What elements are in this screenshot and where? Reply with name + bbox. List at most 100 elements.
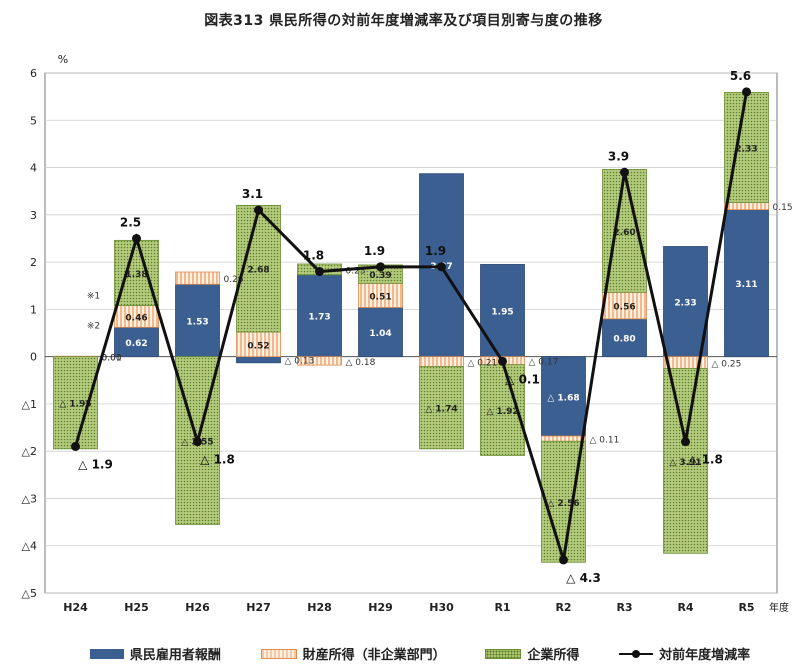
growth-rate-label: 1.9 — [425, 244, 446, 258]
bar-compensation — [297, 274, 342, 358]
label-compensation: 1.04 — [369, 329, 391, 339]
bar-compensation — [236, 356, 281, 364]
label-corporate-income: 2.33 — [735, 144, 757, 154]
growth-rate-label: 1.9 — [364, 244, 385, 258]
legend-label: 財産所得（非企業部門） — [302, 648, 446, 663]
growth-rate-line — [74, 91, 748, 561]
label-compensation: 1.95 — [491, 308, 513, 318]
legend-swatch-blue — [89, 648, 124, 659]
label-property-income: 0.15 — [773, 203, 793, 213]
bar-compensation — [663, 246, 708, 358]
y-tick-label: △1 — [22, 398, 37, 411]
x-tick-label: H26 — [185, 601, 210, 614]
bar-compensation — [175, 283, 220, 358]
y-tick-label: 6 — [30, 67, 37, 80]
label-compensation: 1.53 — [186, 317, 208, 327]
bar-property-income — [175, 271, 220, 285]
label-compensation: △ 1.68 — [547, 393, 579, 403]
y-tick-label: 4 — [30, 162, 37, 175]
bar-corporate-income — [419, 366, 464, 450]
growth-rate-label: △ 1.8 — [688, 453, 723, 467]
bar-compensation — [114, 326, 159, 358]
growth-rate-point — [437, 262, 446, 272]
y-unit-label: % — [58, 53, 68, 66]
x-tick-label: H25 — [124, 601, 149, 614]
label-corporate-income: 1.38 — [125, 270, 147, 280]
x-tick-label: H29 — [368, 601, 393, 614]
x-tick-label: R1 — [494, 601, 510, 614]
label-compensation: 0.00 — [102, 354, 122, 364]
bar-compensation — [602, 318, 647, 358]
y-tick-label: △4 — [22, 540, 37, 553]
label-property-income: △ 0.21 — [468, 359, 498, 369]
label-property-income: 0.26 — [224, 275, 244, 285]
bar-compensation — [358, 307, 403, 358]
label-corporate-income: 0.39 — [369, 271, 391, 281]
bar-property-income — [541, 435, 586, 442]
growth-rate-label: △ 4.3 — [566, 571, 601, 585]
x-tick-label: R3 — [616, 601, 632, 614]
legend-item-compensation: 県民雇用者報酬 — [89, 644, 221, 663]
label-corporate-income: △ 1.74 — [425, 405, 457, 415]
x-tick-label: H28 — [307, 601, 332, 614]
x-tick-label: R4 — [677, 601, 693, 614]
y-tick-label: 5 — [30, 114, 37, 127]
legend-swatch-orange — [260, 648, 297, 659]
legend-label: 県民雇用者報酬 — [129, 648, 221, 663]
legend-item-growth-rate: 対前年度増減率 — [619, 644, 750, 663]
growth-rate-point — [559, 555, 568, 565]
y-tick-label: 3 — [30, 209, 37, 222]
bar-compensation — [724, 209, 769, 358]
y-tick-label: △2 — [22, 445, 37, 458]
growth-rate-point — [71, 441, 80, 451]
growth-rate-label: 2.5 — [120, 215, 141, 229]
label-corporate-income: △ 1.95 — [59, 400, 91, 410]
y-tick-label: 2 — [30, 256, 37, 269]
growth-rate-point — [315, 267, 324, 277]
label-compensation: 0.80 — [613, 335, 635, 345]
label-property-income: 0.46 — [125, 313, 147, 323]
chart-title: 図表313 県民所得の対前年度増減率及び項目別寄与度の推移 — [204, 13, 603, 29]
bar-property-income — [297, 356, 342, 366]
growth-rate-label: △ 0.1 — [505, 372, 540, 386]
label-compensation: 1.73 — [308, 313, 330, 323]
y-tick-label: 0 — [30, 351, 37, 364]
y-tick-label: △3 — [22, 492, 37, 505]
bar-corporate-income — [663, 368, 708, 554]
x-tick-label: R5 — [738, 601, 754, 614]
legend: 県民雇用者報酬 財産所得（非企業部門） 企業所得 対前年度増減率 — [70, 644, 770, 663]
annotation-note-1: ※1 — [87, 292, 100, 302]
bar-compensation — [541, 356, 586, 437]
growth-rate-point — [742, 87, 751, 97]
growth-rate-label: △ 1.9 — [78, 457, 113, 471]
label-property-income: △ 0.11 — [590, 436, 620, 446]
label-corporate-income: △ 2.56 — [547, 499, 579, 509]
bar-property-income — [724, 202, 769, 211]
x-tick-label: R2 — [555, 601, 571, 614]
bar-property-income — [358, 282, 403, 308]
label-compensation: 3.11 — [735, 280, 757, 290]
bar-corporate-income — [114, 239, 159, 306]
growth-rate-point — [498, 356, 507, 366]
y-tick-label: △5 — [22, 587, 37, 600]
label-corporate-income: 2.60 — [613, 228, 635, 238]
label-property-income: △ 0.25 — [712, 360, 742, 370]
label-property-income: △ 0.18 — [346, 358, 376, 368]
label-property-income: △ 0.17 — [529, 358, 559, 368]
growth-rate-point — [132, 233, 141, 243]
legend-swatch-green — [485, 648, 522, 659]
growth-rate-label: 5.6 — [730, 69, 751, 83]
legend-label: 企業所得 — [527, 648, 580, 663]
bar-property-income — [419, 356, 464, 367]
label-corporate-income: 2.68 — [247, 266, 269, 276]
legend-item-corporate-income: 企業所得 — [485, 644, 579, 663]
growth-rate-label: 3.1 — [242, 187, 263, 201]
label-compensation: △ 0.13 — [285, 357, 315, 367]
label-compensation: 2.33 — [674, 299, 696, 309]
growth-rate-label: 3.9 — [608, 149, 629, 163]
legend-item-property-income: 財産所得（非企業部門） — [260, 644, 446, 663]
growth-rate-point — [681, 437, 690, 447]
x-tick-label: H30 — [429, 601, 454, 614]
label-corporate-income: △ 3.91 — [669, 458, 701, 468]
x-tick-label: H24 — [63, 601, 88, 614]
